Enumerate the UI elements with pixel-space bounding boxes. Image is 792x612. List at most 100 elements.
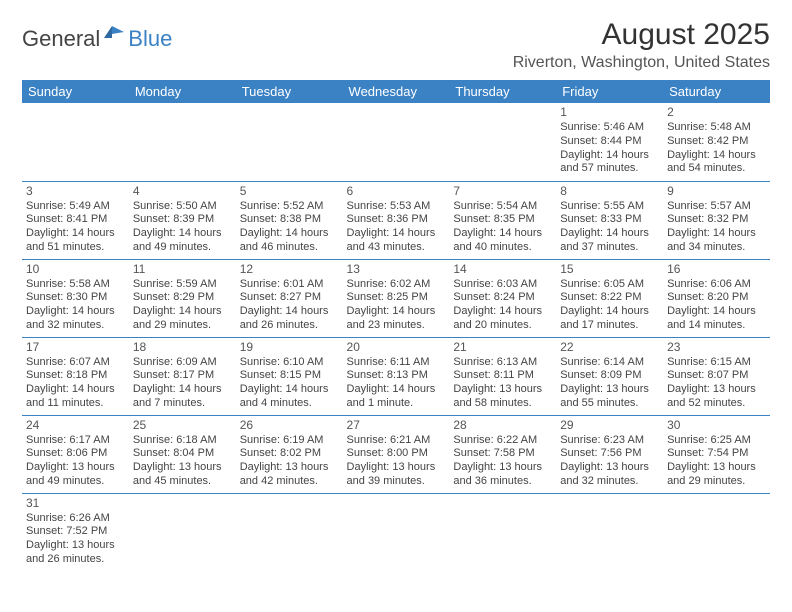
day-detail: Sunrise: 5:46 AM [560, 121, 659, 135]
day-detail: Sunset: 8:38 PM [240, 213, 339, 227]
day-detail: and 46 minutes. [240, 241, 339, 255]
day-number: 27 [347, 418, 446, 433]
day-detail: Sunset: 8:24 PM [453, 291, 552, 305]
calendar-cell: 22Sunrise: 6:14 AMSunset: 8:09 PMDayligh… [556, 337, 663, 415]
day-detail: and 23 minutes. [347, 319, 446, 333]
calendar-cell: 19Sunrise: 6:10 AMSunset: 8:15 PMDayligh… [236, 337, 343, 415]
calendar-cell: 18Sunrise: 6:09 AMSunset: 8:17 PMDayligh… [129, 337, 236, 415]
day-number: 14 [453, 262, 552, 277]
day-detail: and 37 minutes. [560, 241, 659, 255]
day-detail: Sunset: 8:36 PM [347, 213, 446, 227]
weekday-header: Thursday [449, 80, 556, 103]
weekday-header: Friday [556, 80, 663, 103]
day-detail: Daylight: 14 hours [560, 149, 659, 163]
day-detail: Sunrise: 6:02 AM [347, 278, 446, 292]
day-detail: and 32 minutes. [560, 475, 659, 489]
day-number: 1 [560, 105, 659, 120]
day-detail: Sunrise: 6:15 AM [667, 356, 766, 370]
day-number: 29 [560, 418, 659, 433]
day-detail: Sunrise: 6:26 AM [26, 512, 125, 526]
day-detail: and 34 minutes. [667, 241, 766, 255]
day-number: 2 [667, 105, 766, 120]
day-detail: Daylight: 13 hours [667, 461, 766, 475]
day-detail: and 11 minutes. [26, 397, 125, 411]
day-detail: Sunset: 7:58 PM [453, 447, 552, 461]
calendar-cell: 1Sunrise: 5:46 AMSunset: 8:44 PMDaylight… [556, 103, 663, 181]
day-detail: Sunrise: 6:17 AM [26, 434, 125, 448]
day-detail: Sunrise: 6:14 AM [560, 356, 659, 370]
day-number: 3 [26, 184, 125, 199]
calendar-cell: 29Sunrise: 6:23 AMSunset: 7:56 PMDayligh… [556, 415, 663, 493]
day-detail: Sunset: 8:30 PM [26, 291, 125, 305]
day-detail: Daylight: 14 hours [667, 149, 766, 163]
calendar-cell-empty [129, 493, 236, 571]
day-number: 19 [240, 340, 339, 355]
calendar-body: 1Sunrise: 5:46 AMSunset: 8:44 PMDaylight… [22, 103, 770, 571]
day-number: 18 [133, 340, 232, 355]
calendar-row: 3Sunrise: 5:49 AMSunset: 8:41 PMDaylight… [22, 181, 770, 259]
flag-icon [104, 24, 126, 47]
logo-text-general: General [22, 26, 100, 52]
calendar-cell: 3Sunrise: 5:49 AMSunset: 8:41 PMDaylight… [22, 181, 129, 259]
day-detail: Daylight: 13 hours [453, 383, 552, 397]
title-block: August 2025 Riverton, Washington, United… [513, 18, 770, 72]
day-detail: Sunset: 8:42 PM [667, 135, 766, 149]
day-detail: and 26 minutes. [26, 553, 125, 567]
day-detail: and 54 minutes. [667, 162, 766, 176]
day-detail: and 49 minutes. [26, 475, 125, 489]
day-detail: Sunset: 7:56 PM [560, 447, 659, 461]
day-detail: Sunset: 7:52 PM [26, 525, 125, 539]
day-detail: Sunset: 7:54 PM [667, 447, 766, 461]
day-detail: Daylight: 14 hours [240, 305, 339, 319]
calendar-cell: 7Sunrise: 5:54 AMSunset: 8:35 PMDaylight… [449, 181, 556, 259]
calendar-cell-empty [449, 493, 556, 571]
day-detail: Daylight: 14 hours [347, 227, 446, 241]
day-detail: and 29 minutes. [667, 475, 766, 489]
calendar-cell-empty [22, 103, 129, 181]
day-detail: Daylight: 14 hours [133, 305, 232, 319]
calendar-cell: 25Sunrise: 6:18 AMSunset: 8:04 PMDayligh… [129, 415, 236, 493]
day-detail: Sunset: 8:13 PM [347, 369, 446, 383]
day-number: 10 [26, 262, 125, 277]
day-detail: Daylight: 14 hours [560, 305, 659, 319]
day-detail: Daylight: 14 hours [453, 305, 552, 319]
calendar-cell: 23Sunrise: 6:15 AMSunset: 8:07 PMDayligh… [663, 337, 770, 415]
day-number: 15 [560, 262, 659, 277]
day-number: 22 [560, 340, 659, 355]
day-detail: Sunrise: 5:50 AM [133, 200, 232, 214]
day-detail: Sunset: 8:20 PM [667, 291, 766, 305]
calendar-table: SundayMondayTuesdayWednesdayThursdayFrid… [22, 80, 770, 571]
calendar-cell: 12Sunrise: 6:01 AMSunset: 8:27 PMDayligh… [236, 259, 343, 337]
day-detail: and 39 minutes. [347, 475, 446, 489]
day-number: 20 [347, 340, 446, 355]
day-detail: Daylight: 14 hours [240, 227, 339, 241]
day-detail: and 55 minutes. [560, 397, 659, 411]
day-number: 12 [240, 262, 339, 277]
calendar-cell-empty [236, 103, 343, 181]
calendar-cell-empty [343, 103, 450, 181]
day-detail: Sunrise: 6:01 AM [240, 278, 339, 292]
day-detail: Sunset: 8:11 PM [453, 369, 552, 383]
day-detail: and 4 minutes. [240, 397, 339, 411]
calendar-cell: 5Sunrise: 5:52 AMSunset: 8:38 PMDaylight… [236, 181, 343, 259]
day-detail: Sunset: 8:18 PM [26, 369, 125, 383]
calendar-row: 24Sunrise: 6:17 AMSunset: 8:06 PMDayligh… [22, 415, 770, 493]
day-detail: Sunrise: 6:21 AM [347, 434, 446, 448]
day-detail: Daylight: 14 hours [667, 305, 766, 319]
day-detail: Daylight: 14 hours [667, 227, 766, 241]
day-number: 6 [347, 184, 446, 199]
day-detail: and 58 minutes. [453, 397, 552, 411]
day-detail: Sunset: 8:04 PM [133, 447, 232, 461]
day-detail: Sunset: 8:29 PM [133, 291, 232, 305]
calendar-cell: 31Sunrise: 6:26 AMSunset: 7:52 PMDayligh… [22, 493, 129, 571]
day-detail: Sunrise: 6:13 AM [453, 356, 552, 370]
day-detail: Sunset: 8:17 PM [133, 369, 232, 383]
weekday-header: Wednesday [343, 80, 450, 103]
calendar-cell: 14Sunrise: 6:03 AMSunset: 8:24 PMDayligh… [449, 259, 556, 337]
day-detail: Sunrise: 5:59 AM [133, 278, 232, 292]
day-detail: and 20 minutes. [453, 319, 552, 333]
calendar-row: 10Sunrise: 5:58 AMSunset: 8:30 PMDayligh… [22, 259, 770, 337]
day-detail: Daylight: 13 hours [26, 539, 125, 553]
calendar-cell: 13Sunrise: 6:02 AMSunset: 8:25 PMDayligh… [343, 259, 450, 337]
day-detail: Sunset: 8:00 PM [347, 447, 446, 461]
